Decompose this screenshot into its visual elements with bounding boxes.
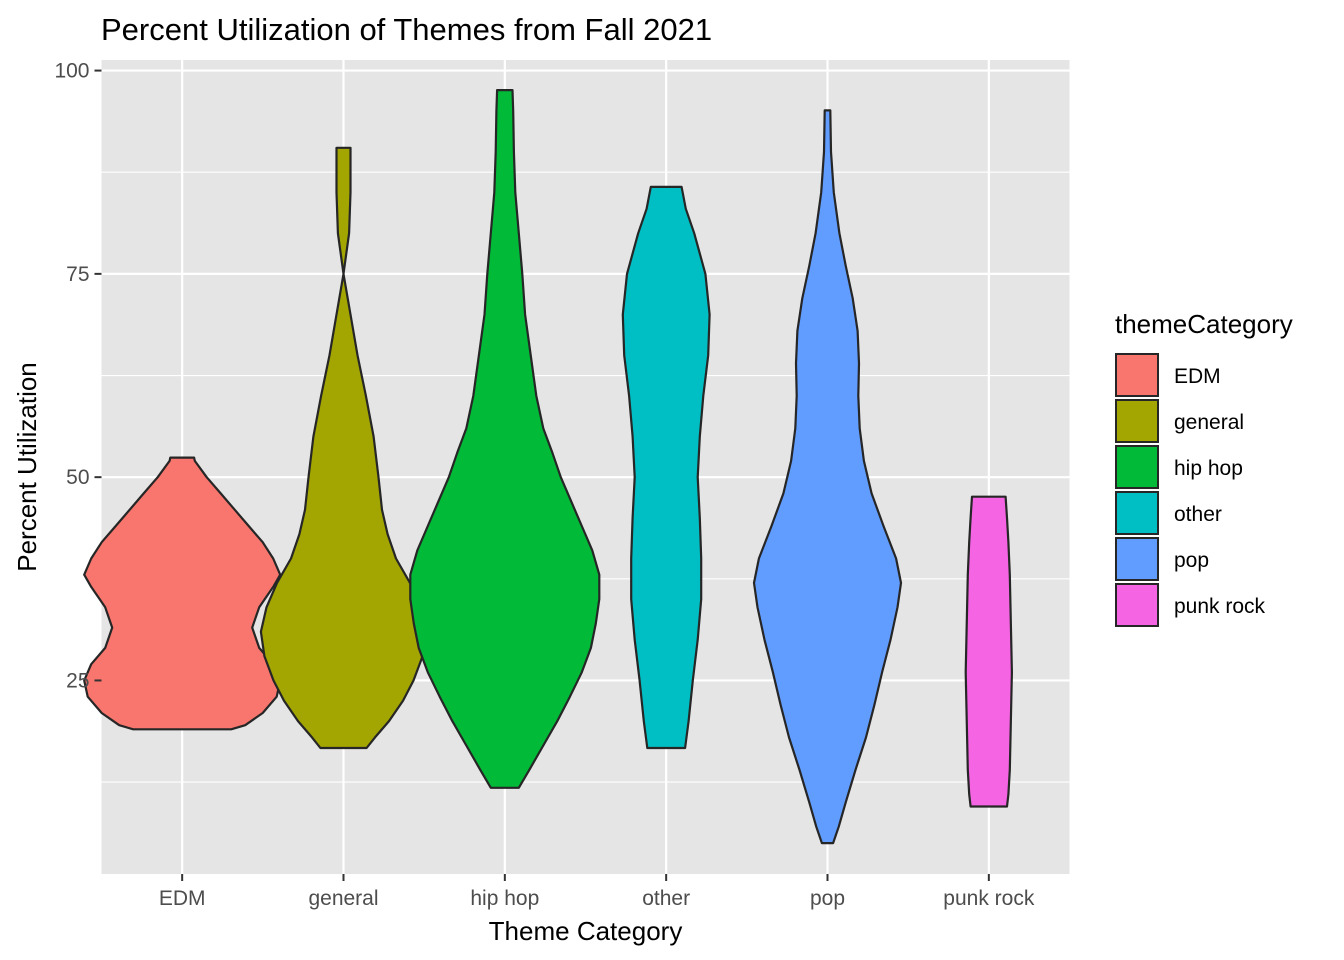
legend-key	[1115, 353, 1159, 397]
plot-panel	[101, 60, 1070, 874]
legend: themeCategory EDM general hip hop other pop p…	[1115, 309, 1293, 627]
x-tick-label: EDM	[159, 887, 206, 910]
x-axis: EDM general hip hop other pop punk rock	[159, 874, 1035, 910]
legend-key	[1115, 399, 1159, 443]
legend-key	[1115, 445, 1159, 489]
legend-label: other	[1174, 503, 1222, 526]
x-axis-title: Theme Category	[489, 916, 683, 946]
x-tick-label: other	[642, 887, 690, 910]
legend-items: EDM general hip hop other pop punk rock	[1115, 353, 1266, 627]
y-tick-label: 50	[66, 466, 89, 489]
legend-key	[1115, 583, 1159, 627]
legend-label: punk rock	[1174, 595, 1266, 618]
y-tick-label: 25	[66, 669, 89, 692]
violin-EDM	[83, 456, 282, 731]
y-axis: 25 50 75 100	[54, 60, 102, 692]
violin-hip-hop	[409, 89, 601, 789]
legend-title: themeCategory	[1115, 309, 1293, 339]
y-tick-label: 100	[54, 60, 89, 83]
legend-label: hip hop	[1174, 457, 1243, 480]
legend-label: pop	[1174, 549, 1209, 572]
y-tick-label: 75	[66, 263, 89, 286]
legend-label: general	[1174, 411, 1244, 434]
legend-label: EDM	[1174, 365, 1221, 388]
violin-other	[621, 185, 711, 750]
violins	[83, 89, 1013, 845]
x-tick-label: general	[308, 887, 378, 910]
x-tick-label: punk rock	[943, 887, 1035, 910]
x-tick-label: hip hop	[470, 887, 539, 910]
y-axis-title: Percent Utilization	[12, 362, 42, 572]
legend-key	[1115, 537, 1159, 581]
legend-key	[1115, 491, 1159, 535]
x-tick-label: pop	[810, 887, 845, 910]
chart-title: Percent Utilization of Themes from Fall …	[101, 12, 712, 47]
violin-punk-rock	[964, 495, 1013, 808]
violin-pop	[752, 109, 903, 845]
